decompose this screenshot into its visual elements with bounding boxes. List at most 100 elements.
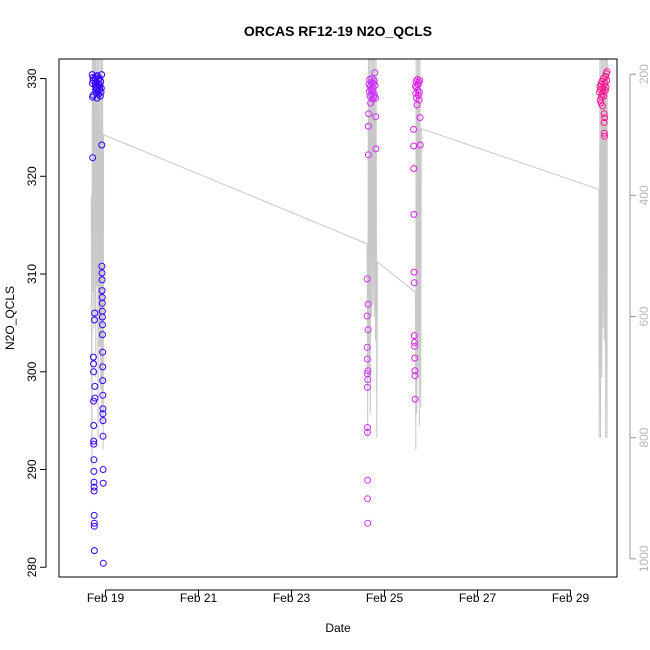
data-point (364, 519, 372, 527)
data-point (364, 376, 372, 384)
data-point (90, 522, 98, 530)
data-point (601, 132, 609, 140)
y-tick-label: 310 (25, 264, 39, 284)
data-point (90, 360, 97, 368)
data-point (99, 331, 106, 339)
data-point (411, 338, 418, 346)
data-point (603, 68, 611, 76)
y2-tick-label: 200 (637, 64, 650, 84)
y-axis-label: N2O_QCLS (3, 286, 17, 350)
data-point (99, 363, 107, 371)
data-point (99, 479, 107, 487)
y2-tick-label: 400 (637, 185, 650, 205)
data-point (99, 377, 107, 385)
data-point (364, 367, 372, 375)
data-point (600, 110, 608, 118)
data-point (90, 467, 98, 475)
data-point (98, 299, 106, 307)
data-point (98, 269, 106, 277)
data-point (99, 466, 107, 473)
data-point (95, 90, 103, 98)
data-point (90, 456, 98, 464)
data-point (602, 83, 610, 91)
data-point (602, 73, 610, 81)
axes: 280 290 300 310 320 330 200 400 600 800 1000 Feb 19… (25, 64, 650, 605)
data-point (97, 78, 105, 85)
y2-tick-label: 1000 (637, 545, 650, 572)
data-point (416, 114, 424, 122)
data-point (90, 483, 98, 491)
data-point (364, 476, 372, 484)
data-point (91, 394, 99, 402)
x-tick-label: Feb 23 (273, 591, 311, 605)
data-point (369, 83, 377, 91)
data-point (91, 316, 98, 324)
data-point (372, 94, 379, 102)
y2-tick-label: 800 (637, 427, 650, 447)
data-point (363, 312, 371, 320)
data-point (416, 141, 424, 149)
data-point (363, 383, 371, 391)
data-point (600, 119, 608, 126)
data-point (414, 91, 422, 99)
data-point (410, 279, 418, 287)
x-tick-label: Feb 29 (552, 591, 590, 605)
data-point (96, 92, 104, 100)
data-point (363, 275, 371, 283)
data-point (99, 391, 107, 399)
data-point (90, 437, 98, 445)
data-point (99, 348, 107, 356)
data-point (98, 141, 106, 149)
data-point (99, 405, 107, 413)
data-point (97, 88, 105, 96)
x-tick-label: Feb 27 (459, 591, 497, 605)
data-point (90, 478, 98, 486)
data-point (410, 268, 418, 276)
x-tick-label: Feb 21 (180, 591, 218, 605)
data-point (363, 343, 371, 351)
data-point (411, 354, 419, 362)
data-point (411, 372, 419, 380)
data-point (91, 382, 99, 390)
data-point (410, 210, 418, 218)
y-tick-label: 330 (25, 68, 39, 88)
data-point (365, 110, 373, 118)
data-point (90, 440, 98, 448)
data-point (367, 99, 375, 107)
data-point (371, 81, 379, 89)
y2-tick-label: 600 (637, 306, 650, 326)
data-point (90, 422, 98, 429)
data-point (99, 410, 107, 418)
data-point (99, 432, 107, 440)
data-point (99, 321, 106, 329)
data-point (415, 88, 423, 96)
plot-frame (58, 58, 618, 578)
data-point (370, 79, 377, 87)
data-point (90, 487, 98, 495)
data-point (410, 125, 418, 133)
chart-title: ORCAS RF12-19 N2O_QCLS (244, 23, 432, 39)
y-tick-label: 290 (25, 459, 39, 479)
data-point (97, 84, 105, 92)
data-point (90, 368, 98, 376)
data-point (599, 102, 606, 110)
data-point (600, 129, 608, 137)
data-point (601, 114, 609, 122)
data-point (372, 113, 380, 121)
y-tick-label: 320 (25, 166, 39, 186)
data-point (98, 71, 106, 79)
data-point (411, 342, 419, 350)
data-point (99, 417, 107, 425)
data-point (364, 495, 372, 503)
data-point (99, 559, 107, 567)
data-point (368, 75, 376, 82)
x-tick-label: Feb 25 (366, 591, 404, 605)
data-point (98, 262, 106, 270)
data-point (410, 142, 418, 150)
x-axis-label: Date (325, 621, 351, 635)
data-point (364, 428, 371, 436)
data-point (98, 313, 106, 321)
data-point (90, 511, 98, 519)
data-point (410, 165, 418, 172)
